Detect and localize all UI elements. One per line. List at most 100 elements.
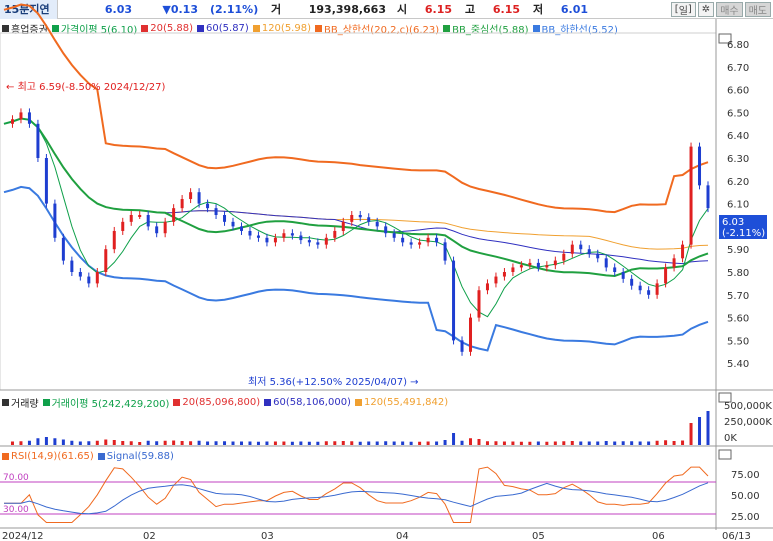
volume-bar xyxy=(604,441,608,445)
legend-bb-upper[interactable]: BB_상한선(20,2,c)(6.23) xyxy=(314,21,439,36)
rsi-line xyxy=(4,466,709,523)
open-label: 시 xyxy=(396,3,408,16)
candle-body xyxy=(435,237,439,243)
buy-button[interactable]: 매수 xyxy=(716,1,743,17)
volume-bar xyxy=(333,441,337,445)
bb-lower-path xyxy=(3,185,709,352)
square-icon xyxy=(197,25,205,32)
price-tick-label: 6.60 xyxy=(727,86,749,97)
volume-label: 거 xyxy=(270,3,282,16)
current-price-marker: 6.03 (-2.11%) xyxy=(719,215,767,239)
volume-bar xyxy=(452,433,456,445)
square-icon xyxy=(2,399,9,406)
volume-bar xyxy=(435,441,439,445)
volume-bar xyxy=(528,441,532,445)
legend-stock[interactable]: 흥업증권 xyxy=(2,21,48,36)
candle-body xyxy=(536,262,540,268)
signal-line xyxy=(4,482,709,515)
candle-body xyxy=(129,215,133,222)
candle-body xyxy=(282,233,286,238)
square-icon xyxy=(97,453,105,460)
candle-body xyxy=(104,249,108,272)
candle-body xyxy=(197,192,201,204)
candle-body xyxy=(61,237,65,261)
volume-bar xyxy=(53,438,57,445)
toolbar-buttons: [일] ✲ 매수 매도 xyxy=(670,1,773,17)
volume-bar xyxy=(78,441,82,445)
candle-body xyxy=(290,233,294,236)
volume-bar xyxy=(206,441,210,445)
high-annotation: ← 최고 6.59(-8.50% 2024/12/27) xyxy=(6,81,165,93)
low-value: 6.01 xyxy=(560,2,588,16)
ma5-line xyxy=(3,117,709,318)
square-icon xyxy=(314,25,322,32)
low-label: 저 xyxy=(532,3,544,16)
square-icon xyxy=(42,399,50,406)
candle-body xyxy=(10,119,14,124)
legend-rsi[interactable]: RSI(14,9)(61.65) xyxy=(2,451,94,462)
volume-bar xyxy=(307,441,311,445)
square-icon xyxy=(252,25,260,32)
volume-bar xyxy=(655,440,659,445)
volume-bar xyxy=(596,441,600,445)
candle-body xyxy=(299,235,303,241)
volume-bar xyxy=(10,441,14,445)
volume-bar xyxy=(579,441,583,445)
date-tick-label: 02 xyxy=(143,531,156,541)
legend-ma120[interactable]: 120(5.98) xyxy=(252,21,311,36)
legend-vol-ma20[interactable]: 20(85,096,800) xyxy=(173,395,260,410)
volume-bar xyxy=(112,440,116,445)
volume-bars xyxy=(10,411,710,445)
legend-ma5[interactable]: 가격이평 5(6.10) xyxy=(51,21,137,36)
square-icon xyxy=(51,25,59,32)
volume-bar xyxy=(180,441,184,445)
legend-ma60[interactable]: 60(5.87) xyxy=(197,21,249,36)
legend-bb-mid[interactable]: BB_중심선(5.88) xyxy=(443,21,529,36)
candle-body xyxy=(231,221,235,227)
volume-bar xyxy=(350,441,354,445)
legend-vol-ma120[interactable]: 120(55,491,842) xyxy=(354,395,448,410)
legend-bb-lower[interactable]: BB_하한선(5.52) xyxy=(532,21,618,36)
axis-toggle-icon[interactable] xyxy=(718,449,732,460)
candle-body xyxy=(443,242,447,261)
volume-bar xyxy=(562,441,566,445)
volume-bar xyxy=(172,440,176,445)
legend-volume[interactable]: 거래량 xyxy=(2,395,39,410)
candle-body xyxy=(706,185,710,209)
volume-bar xyxy=(443,440,447,445)
candle-body xyxy=(579,244,583,250)
rsi-lower-label: 30.00 xyxy=(3,505,29,515)
rsi-lines xyxy=(4,466,709,523)
square-icon xyxy=(532,25,540,32)
axis-toggle-icon[interactable] xyxy=(718,392,732,403)
volume-bar xyxy=(146,440,150,445)
legend-vol-ma5[interactable]: 거래이평 5(242,429,200) xyxy=(42,395,169,410)
axis-toggle-icon[interactable] xyxy=(718,33,732,44)
legend-ma20[interactable]: 20(5.88) xyxy=(141,21,193,36)
candle-body xyxy=(587,249,591,254)
volume-bar xyxy=(70,440,74,445)
volume-bar xyxy=(494,441,498,445)
candle-body xyxy=(324,237,328,245)
candle-body xyxy=(44,158,48,204)
asterisk-icon[interactable]: ✲ xyxy=(697,1,715,17)
ma60-path xyxy=(3,117,709,265)
volume-bar xyxy=(384,441,388,445)
volume-bar xyxy=(511,441,515,445)
candle-body xyxy=(672,258,676,268)
low-annotation: 최저 5.36(+12.50% 2025/04/07) → xyxy=(248,376,419,388)
square-icon xyxy=(173,399,181,406)
sell-button[interactable]: 매도 xyxy=(744,1,771,17)
volume-bar xyxy=(163,440,167,445)
legend-vol-ma60[interactable]: 60(58,106,000) xyxy=(264,395,351,410)
candle-body xyxy=(528,262,532,266)
volume-bar xyxy=(418,441,422,445)
candle-body xyxy=(27,112,31,124)
volume-axis: 500,000K 250,000K 0K xyxy=(724,401,772,444)
volume-bar xyxy=(570,441,574,445)
period-button[interactable]: [일] xyxy=(670,1,696,17)
current-rate-tag: (-2.11%) xyxy=(722,228,765,239)
legend-signal[interactable]: Signal(59.88) xyxy=(97,451,174,462)
candle-body xyxy=(570,244,574,254)
